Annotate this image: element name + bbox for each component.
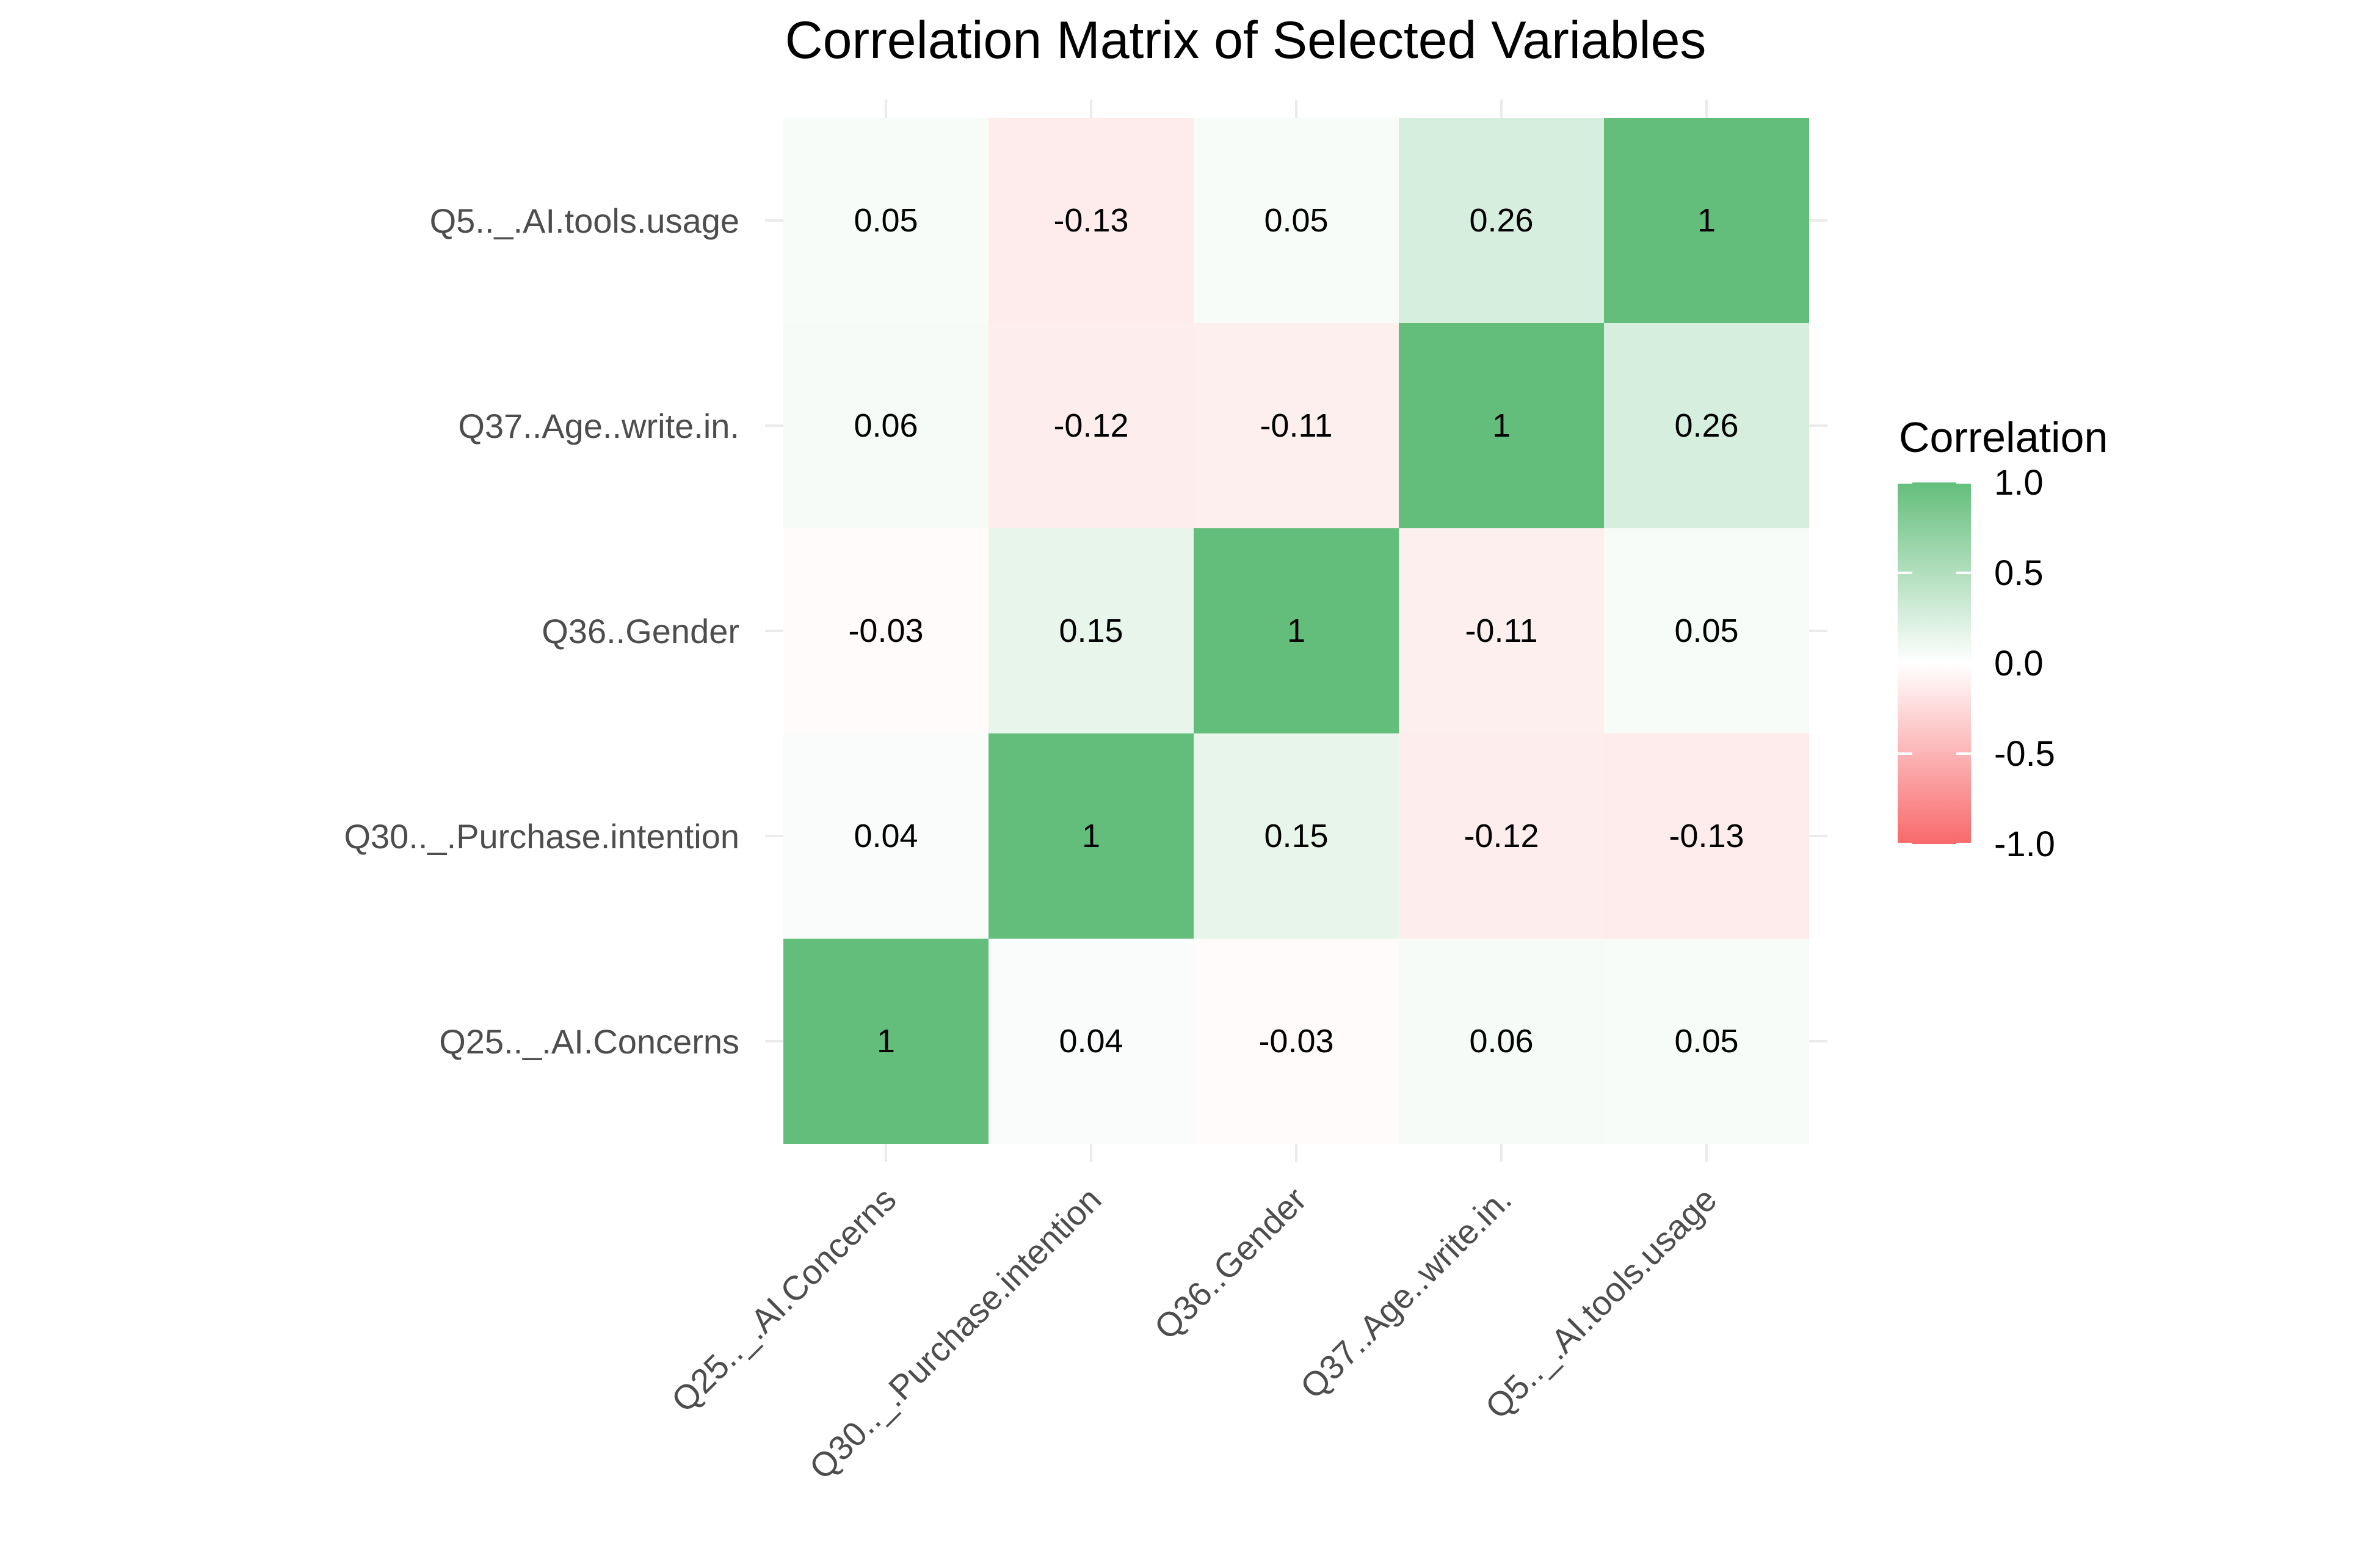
y-axis-tick-label: Q30.._.Purchase.intention (344, 817, 739, 856)
legend-title: Correlation (1899, 413, 2108, 461)
cell-value-label: -0.13 (1053, 202, 1128, 239)
heatmap-cell (1399, 118, 1604, 323)
cell-value-label: 1 (1287, 613, 1305, 649)
heatmap-cell (1399, 939, 1604, 1144)
legend-tick-label: -1.0 (1994, 824, 2055, 864)
y-axis-tick-label: Q37..Age..write.in. (458, 407, 739, 445)
legend-tick-label: 0.0 (1994, 644, 2044, 683)
heatmap-cell (783, 733, 989, 939)
cell-value-label: 0.26 (1674, 407, 1738, 444)
y-axis-labels: Q25.._.AI.Concerns Q30.._.Purchase.intent… (344, 202, 739, 1061)
cell-value-label: -0.12 (1053, 407, 1128, 444)
heatmap-cell (989, 939, 1194, 1144)
heatmap-cell (1194, 733, 1399, 939)
legend-ticks: 1.0 0.5 0.0 -0.5 -1.0 (1898, 463, 2055, 864)
y-axis-tick-label: Q36..Gender (542, 612, 739, 650)
heatmap-cell (1604, 939, 1809, 1144)
cell-value-label: -0.03 (848, 613, 923, 649)
cell-value-label: 1 (877, 1023, 895, 1060)
heatmap-cell (783, 528, 989, 733)
cell-value-label: 0.05 (1264, 202, 1328, 239)
heatmap-cell (989, 733, 1194, 939)
heatmap-cell (1194, 939, 1399, 1144)
cell-value-label: -0.12 (1464, 818, 1539, 854)
heatmap-cell (1194, 323, 1399, 528)
heatmap-cell (783, 939, 989, 1144)
cell-value-label: 0.05 (1674, 613, 1738, 649)
heatmap-cell (989, 118, 1194, 323)
cell-value-label: -0.03 (1258, 1023, 1333, 1060)
cell-value-label: -0.13 (1669, 818, 1744, 854)
cell-value-label: 0.15 (1059, 613, 1123, 649)
heatmap-cell (1604, 118, 1809, 323)
heatmap-cells (783, 118, 1809, 1144)
heatmap-cell (1194, 118, 1399, 323)
y-axis-tick-label: Q5.._.AI.tools.usage (430, 202, 739, 240)
heatmap-cell (783, 118, 989, 323)
heatmap-cell (1604, 323, 1809, 528)
legend-tick-label: 0.5 (1994, 553, 2044, 593)
cell-value-label: 0.15 (1264, 818, 1328, 854)
cell-value-label: 0.06 (1469, 1023, 1533, 1060)
heatmap-cell (1604, 733, 1809, 939)
legend-tick-label: 1.0 (1994, 463, 2044, 503)
legend-tick-label: -0.5 (1994, 734, 2055, 774)
cell-value-label: 1 (1492, 407, 1511, 444)
cell-value-label: 0.05 (1674, 1023, 1738, 1060)
heatmap-cell (1194, 528, 1399, 733)
cell-value-label: 0.04 (854, 818, 918, 854)
cell-value-label: 0.04 (1059, 1023, 1123, 1060)
legend: Correlation 1.0 0.5 0.0 -0.5 -1.0 (1898, 413, 2108, 864)
chart-title: Correlation Matrix of Selected Variables (785, 11, 1707, 70)
cell-value-labels: 1 0.04 -0.03 0.06 0.05 0.04 1 0.15 -0.12 -0.13 -0.… (848, 202, 1744, 1060)
cell-value-label: -0.11 (1260, 407, 1332, 444)
cell-value-label: 0.05 (854, 202, 918, 239)
heatmap-cell (989, 528, 1194, 733)
heatmap-cell (989, 323, 1194, 528)
cell-value-label: -0.11 (1465, 613, 1537, 649)
heatmap-cell (783, 323, 989, 528)
cell-value-label: 1 (1697, 202, 1716, 239)
heatmap-cell (1399, 528, 1604, 733)
heatmap-cell (1604, 528, 1809, 733)
y-axis-tick-label: Q25.._.AI.Concerns (439, 1022, 739, 1061)
cell-value-label: 0.26 (1469, 202, 1533, 239)
heatmap-cell (1399, 733, 1604, 939)
heatmap-cell (1399, 323, 1604, 528)
cell-value-label: 1 (1082, 818, 1100, 854)
cell-value-label: 0.06 (854, 407, 918, 444)
